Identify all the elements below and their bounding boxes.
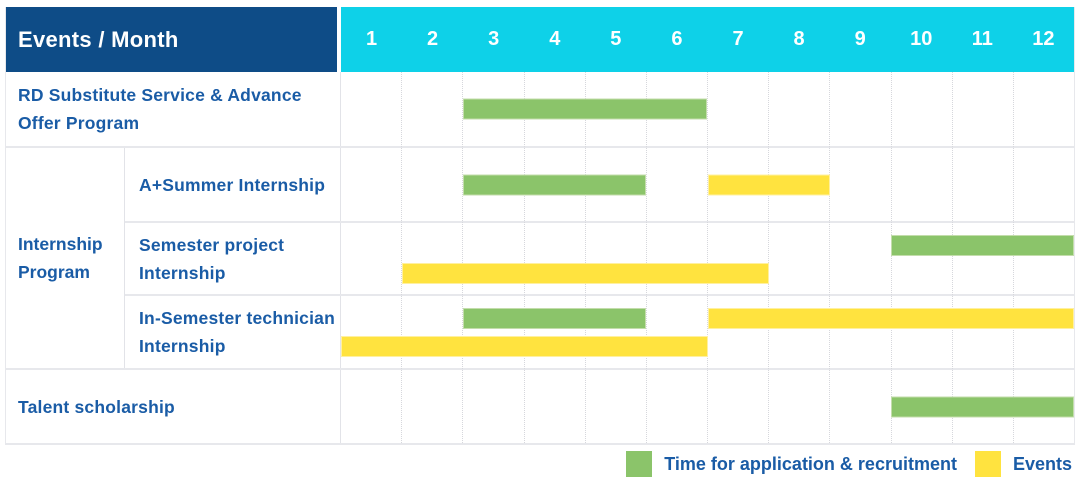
row-group-internship-program: Internship Program A+Summer Internship S… [6,148,1074,370]
subrow-label-text: Semester project Internship [139,234,285,283]
subrow-label-text: A+Summer Internship [139,174,326,195]
month-label-5: 5 [610,28,622,50]
gantt-bar-green [463,174,647,195]
chart-area-semester-project [341,223,1074,294]
subrow-label-in-semester-technician: In-Semester technician Internship [125,296,341,368]
legend-label-application-recruitment: Time for application & recruitment [664,453,957,474]
events-month-table: Events / Month 1 2 3 4 5 6 7 8 9 10 11 1… [5,7,1075,445]
subrow-semester-project: Semester project Internship [125,221,1074,294]
chart-area-in-semester-technician [341,296,1074,368]
row-rd-substitute: RD Substitute Service & Advance Offer Pr… [6,72,1074,148]
chart-area-talent-scholarship [341,370,1074,443]
group-label-internship-program: Internship Program [6,148,125,368]
month-label-1: 1 [365,28,378,50]
gantt-bar-yellow [402,263,769,284]
legend-item-application-recruitment: Time for application & recruitment [626,451,957,477]
month-label-7: 7 [732,28,744,50]
table-body: RD Substitute Service & Advance Offer Pr… [6,72,1074,443]
month-label-11: 11 [971,28,993,50]
month-header-strip: 1 2 3 4 5 6 7 8 9 10 11 12 [341,7,1074,72]
group-label-text: Internship Program [18,234,103,282]
subrow-label-a-summer: A+Summer Internship [125,148,341,221]
month-label-12: 12 [1032,28,1055,50]
row-label-rd-substitute: RD Substitute Service & Advance Offer Pr… [6,72,341,146]
month-label-3: 3 [488,28,500,50]
month-label-2: 2 [427,28,439,50]
legend: Time for application & recruitment Event… [626,451,1072,477]
month-label-8: 8 [793,28,805,50]
legend-label-events: Events [1012,453,1072,474]
row-talent-scholarship: Talent scholarship [6,370,1074,443]
gantt-bar-green [890,396,1074,417]
table-header-row: Events / Month 1 2 3 4 5 6 7 8 9 10 11 1… [6,7,1074,72]
gantt-bar-green [890,235,1074,256]
subrow-in-semester-technician: In-Semester technician Internship [125,294,1074,368]
month-label-10: 10 [910,28,933,50]
header-title: Events / Month [18,26,179,52]
gantt-bar-yellow [707,308,1074,329]
subrow-label-text: In-Semester technician Internship [139,308,335,356]
legend-item-events: Events [974,451,1072,477]
row-label-talent-scholarship: Talent scholarship [6,370,341,443]
gantt-bar-green [463,308,647,329]
gantt-bar-green [463,98,708,120]
row-label-text: RD Substitute Service & Advance Offer Pr… [18,85,302,133]
month-label-6: 6 [671,28,683,50]
gantt-bar-yellow [707,174,830,195]
month-label-9: 9 [854,28,866,50]
chart-area-rd-substitute [341,72,1074,146]
month-label-4: 4 [549,28,561,50]
gantt-bar-yellow [341,336,708,357]
events-month-header-cell: Events / Month [6,7,341,72]
legend-swatch-yellow [974,451,1001,477]
chart-area-a-summer [341,148,1074,221]
row-label-text: Talent scholarship [18,396,175,417]
subrow-label-semester-project: Semester project Internship [125,223,341,294]
internship-subrows: A+Summer Internship Semester project Int… [125,148,1074,368]
subrow-a-summer: A+Summer Internship [125,148,1074,221]
legend-swatch-green [626,451,653,477]
